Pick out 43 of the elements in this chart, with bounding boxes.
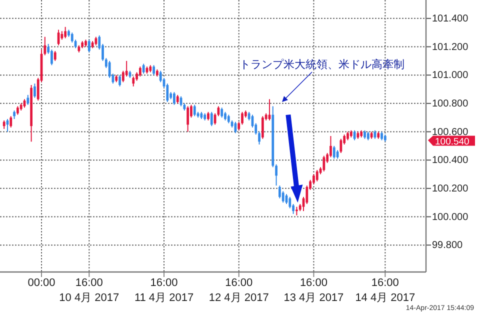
candlestick: [288, 196, 292, 209]
candlestick: [142, 63, 145, 74]
candlestick: [54, 50, 56, 62]
candlestick: [193, 104, 196, 117]
candlestick: [316, 170, 318, 182]
y-tick-label: 100.600: [432, 126, 469, 138]
x-tick-label: 16:00 11 4月 2017: [134, 277, 194, 304]
candlestick: [26, 94, 30, 106]
x-tick-label: 16:00 14 4月 2017: [355, 277, 416, 304]
candlestick: [220, 107, 224, 118]
candlestick: [125, 60, 128, 77]
candlestick: [261, 116, 264, 140]
y-tick-label: 100.200: [432, 183, 469, 194]
y-tick-label: 101.000: [432, 70, 469, 82]
candlestick: [34, 83, 36, 98]
candlestick: [332, 145, 336, 160]
candlestick: [132, 76, 135, 87]
y-tick-label: 100.000: [432, 212, 469, 223]
candlestick: [173, 92, 176, 106]
y-tick-label: 101.200: [432, 42, 469, 53]
candlestick: [186, 106, 190, 132]
x-tick-label: 16:00 10 4月 2017: [59, 277, 120, 304]
x-tick-label: 00:00: [28, 277, 56, 289]
candlestick: [10, 116, 12, 128]
candlestick: [138, 66, 142, 77]
candlestick: [278, 185, 281, 199]
x-tick-label: 16:00 12 4月 2017: [208, 277, 269, 304]
annotation: トランプ米大統領、米ドル高牽制: [240, 58, 405, 71]
candlestick: [282, 190, 284, 204]
candlestick: [322, 155, 326, 172]
y-tick-label: 100.400: [432, 155, 469, 166]
x-tick-label: 16:00 13 4月 2017: [284, 277, 344, 304]
y-tick-label: 99.800: [432, 240, 464, 252]
candlestick: [118, 74, 121, 87]
candlestick: [210, 111, 213, 127]
y-tick-label: 100.800: [432, 98, 469, 110]
y-tick-label: 101.400: [432, 13, 469, 24]
candlestick: [88, 39, 90, 53]
last-price: 100.540: [428, 136, 475, 148]
candlestick: [64, 26, 67, 39]
candlestick: [152, 64, 155, 76]
candlestick: [340, 138, 342, 154]
candlestick: [217, 106, 220, 117]
